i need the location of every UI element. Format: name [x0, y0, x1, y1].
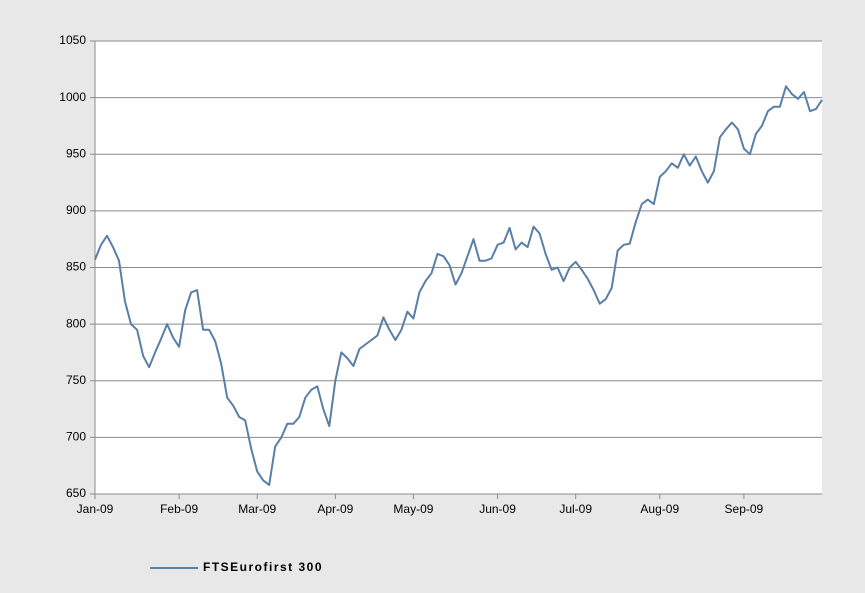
x-tick-label: Jul-09: [559, 502, 592, 516]
y-tick-label: 900: [66, 203, 86, 217]
y-tick-label: 650: [66, 486, 86, 500]
x-tick-label: Jun-09: [479, 502, 516, 516]
x-tick-label: Jan-09: [77, 502, 114, 516]
x-tick-label: May-09: [393, 502, 433, 516]
y-tick-label: 800: [66, 316, 86, 330]
x-tick-label: Feb-09: [160, 502, 198, 516]
y-tick-label: 850: [66, 260, 86, 274]
x-tick-label: Sep-09: [725, 502, 764, 516]
series-line: [94, 85, 823, 486]
y-tick-label: 750: [66, 373, 86, 387]
x-tick-label: Aug-09: [640, 502, 679, 516]
legend-label: FTSEurofirst 300: [203, 560, 323, 574]
y-tick-label: 950: [66, 146, 86, 160]
y-tick-label: 700: [66, 430, 86, 444]
x-tick-label: Apr-09: [317, 502, 353, 516]
x-tick-label: Mar-09: [238, 502, 276, 516]
y-tick-label: 1000: [59, 90, 86, 104]
y-tick-label: 1050: [59, 33, 86, 47]
